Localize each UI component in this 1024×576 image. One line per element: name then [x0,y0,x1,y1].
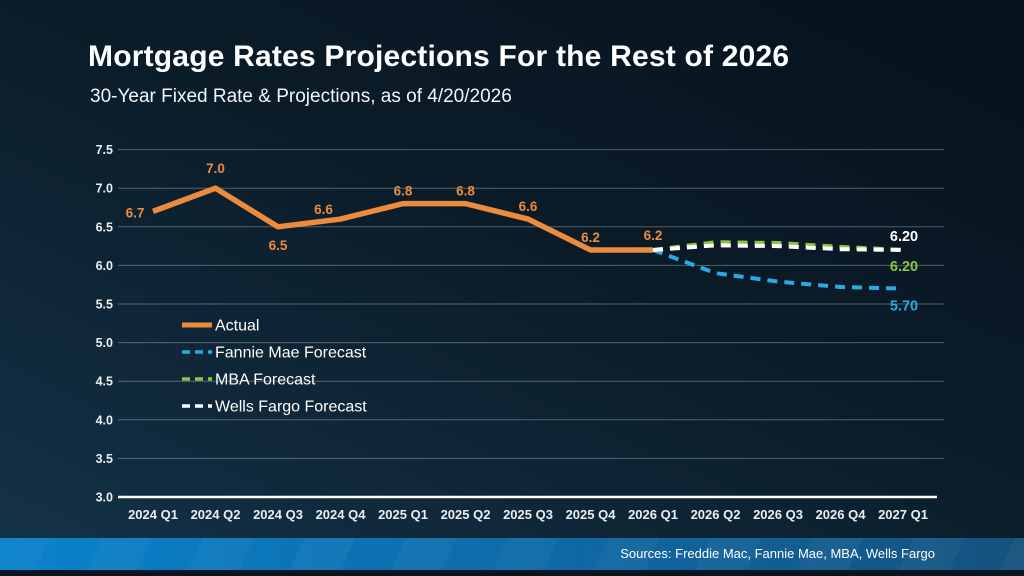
x-axis-tick-label: 2026 Q2 [691,507,741,522]
data-point-label: 7.0 [206,161,225,176]
y-axis-tick-label: 3.0 [96,491,113,505]
y-axis-tick-label: 4.0 [96,413,113,427]
series-line-actual [152,185,653,253]
footer: Sources: Freddie Mac, Fannie Mae, MBA, W… [0,538,1024,576]
y-axis-tick-label: 4.5 [96,375,113,389]
y-axis-tick-label: 6.5 [96,220,113,234]
y-axis-tick-label: 7.5 [96,143,113,157]
data-point-label: 6.6 [314,202,333,217]
footer-bar [0,538,1024,570]
series-line-wells [652,243,904,252]
legend-label-mba: MBA Forecast [215,372,316,389]
data-point-label: 6.7 [126,205,145,220]
x-axis-tick-label: 2026 Q3 [753,507,803,522]
forecast-end-label-fannie: 5.70 [890,299,918,315]
y-axis-tick-label: 5.5 [96,298,113,312]
legend-label-fannie: Fannie Mae Forecast [215,345,367,362]
x-axis-tick-label: 2026 Q4 [816,507,867,522]
legend-label-wells: Wells Fargo Forecast [215,399,367,416]
x-axis-tick-label: 2024 Q4 [316,507,367,522]
sources-text: Sources: Freddie Mac, Fannie Mae, MBA, W… [620,546,935,561]
y-axis-tick-label: 5.0 [96,336,113,350]
y-axis-tick-label: 3.5 [96,452,113,466]
y-axis-tick-label: 7.0 [96,182,113,196]
x-axis-tick-label: 2024 Q1 [128,507,178,522]
page-title: Mortgage Rates Projections For the Rest … [88,40,790,73]
data-point-label: 6.5 [269,238,288,253]
x-axis-tick-label: 2025 Q2 [441,507,491,522]
x-axis-tick-label: 2025 Q4 [566,507,617,522]
data-point-label: 6.8 [394,184,413,199]
forecast-end-label-mba: 6.20 [890,259,918,275]
x-axis-tick-label: 2026 Q1 [628,507,678,522]
legend-label-actual: Actual [215,318,259,335]
x-axis-tick-label: 2024 Q2 [191,507,241,522]
x-axis-tick-label: 2024 Q3 [253,507,303,522]
x-axis-tick-label: 2027 Q1 [878,507,928,522]
data-point-label: 6.8 [456,184,475,199]
page-subtitle: 30-Year Fixed Rate & Projections, as of … [90,86,512,107]
forecast-end-label-wells: 6.20 [890,229,918,245]
x-axis-tick-label: 2025 Q1 [378,507,428,522]
series-line-fannie [652,248,904,291]
x-axis-tick-label: 2025 Q3 [503,507,553,522]
data-point-label: 6.2 [644,228,663,243]
y-axis-tick-label: 6.0 [96,259,113,273]
footer-edge [0,570,1024,576]
data-point-label: 6.2 [581,230,600,245]
data-point-label: 6.6 [519,199,538,214]
